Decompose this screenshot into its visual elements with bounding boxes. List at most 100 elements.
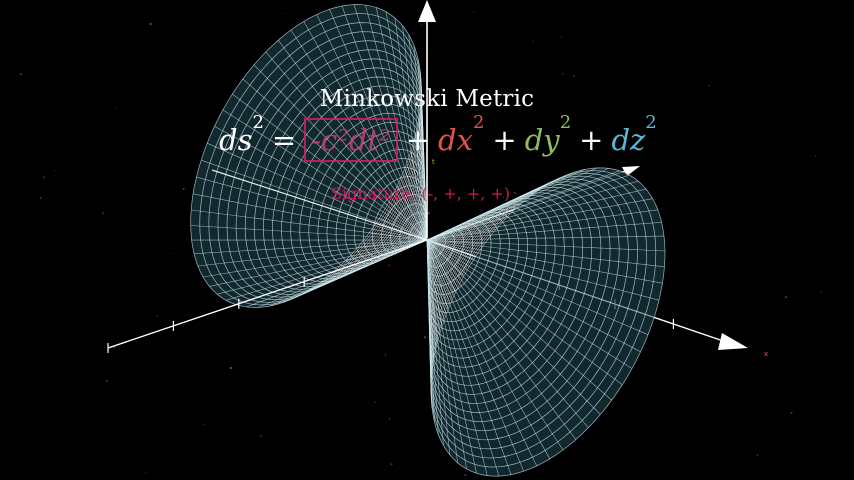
cone-generator <box>426 239 660 301</box>
x-term-exponent: 2 <box>472 112 485 133</box>
vertical-axis-arrowhead <box>418 0 436 22</box>
star <box>421 24 423 26</box>
star <box>708 84 710 87</box>
star <box>65 422 67 424</box>
star <box>227 458 229 460</box>
cone-generator <box>426 239 666 252</box>
cone-generator <box>426 239 474 260</box>
cone-generator <box>426 239 601 415</box>
star <box>427 211 431 215</box>
cone-generator <box>420 101 428 241</box>
cone-generator <box>426 174 630 241</box>
star <box>820 291 822 294</box>
star <box>156 315 158 317</box>
star <box>229 366 232 370</box>
star <box>113 346 116 349</box>
cone-generator <box>426 239 551 459</box>
star <box>513 191 516 194</box>
equals-sign: = <box>271 123 297 157</box>
star <box>423 336 427 339</box>
star <box>182 187 185 190</box>
z-term: dz2 <box>611 114 656 162</box>
star <box>814 155 817 157</box>
equation-lhs: ds2 <box>219 114 264 162</box>
cone-generator <box>426 239 438 344</box>
plus-sign-3: + <box>579 123 604 157</box>
cone-generator <box>265 51 428 241</box>
cone-generator <box>408 34 428 241</box>
cone-generator <box>426 239 623 385</box>
cone-generator <box>426 239 649 335</box>
star <box>105 379 108 382</box>
star <box>532 40 534 43</box>
star <box>19 73 22 76</box>
cone-generator <box>209 239 428 287</box>
cone-generator <box>426 235 665 241</box>
cone-generator <box>426 169 586 241</box>
cone-generator <box>282 239 428 303</box>
cone-generator <box>191 209 428 241</box>
cone-generator <box>426 239 665 268</box>
star <box>450 201 452 203</box>
cone-generator <box>426 239 641 353</box>
star <box>684 197 686 199</box>
cone-generator <box>201 159 428 241</box>
cone-body <box>427 167 665 477</box>
x-axis-label: x <box>764 350 769 358</box>
signature-label: Signature: (-, +, +, +) <box>331 184 511 203</box>
cone-generator <box>426 239 451 455</box>
cone-generator <box>426 239 485 245</box>
x-axis-left <box>107 239 428 349</box>
cone-generator <box>253 64 428 241</box>
star <box>101 212 105 215</box>
star <box>388 264 391 267</box>
plus-sign-1: + <box>405 123 431 157</box>
cone-generator <box>426 239 589 428</box>
star <box>54 170 56 172</box>
z-term-exponent: 2 <box>645 112 657 133</box>
star <box>502 196 505 198</box>
cone-generator <box>426 239 434 361</box>
lhs-symbol: ds <box>219 123 253 157</box>
cone-generator <box>329 9 428 241</box>
cone-generator <box>375 7 428 241</box>
cone-generator <box>426 222 662 241</box>
star <box>259 434 262 437</box>
star <box>144 472 147 474</box>
star <box>466 158 468 160</box>
cone-generator <box>426 239 655 318</box>
star <box>115 106 117 109</box>
cone-generator <box>197 239 428 267</box>
cone-generator <box>426 239 465 276</box>
star <box>573 74 575 77</box>
star <box>388 417 391 420</box>
cone-generator <box>426 209 658 241</box>
star <box>790 412 793 414</box>
cone-generator <box>214 126 428 241</box>
star <box>39 196 42 199</box>
cone-generator <box>426 216 508 241</box>
cone-generator <box>242 78 428 241</box>
cone-generator <box>426 239 456 293</box>
time-axis-label: t <box>432 158 435 166</box>
cone-generator <box>426 239 512 475</box>
cone-generator <box>232 93 428 241</box>
z-term-symbol: dz <box>611 123 646 157</box>
star <box>818 246 820 248</box>
cone-generator <box>196 176 428 241</box>
cone-generator <box>410 151 428 241</box>
cone-generator <box>290 29 428 241</box>
star <box>561 73 564 75</box>
cone-generator <box>246 239 428 308</box>
star <box>374 401 376 404</box>
cone-generator <box>222 109 428 241</box>
lhs-exponent: 2 <box>252 112 264 133</box>
cone-generator <box>426 239 537 467</box>
cone-generator <box>207 142 428 241</box>
cone-generator <box>426 172 573 241</box>
cone-generator <box>426 168 609 241</box>
cone-generator <box>426 239 432 378</box>
cone-generator <box>426 239 444 446</box>
